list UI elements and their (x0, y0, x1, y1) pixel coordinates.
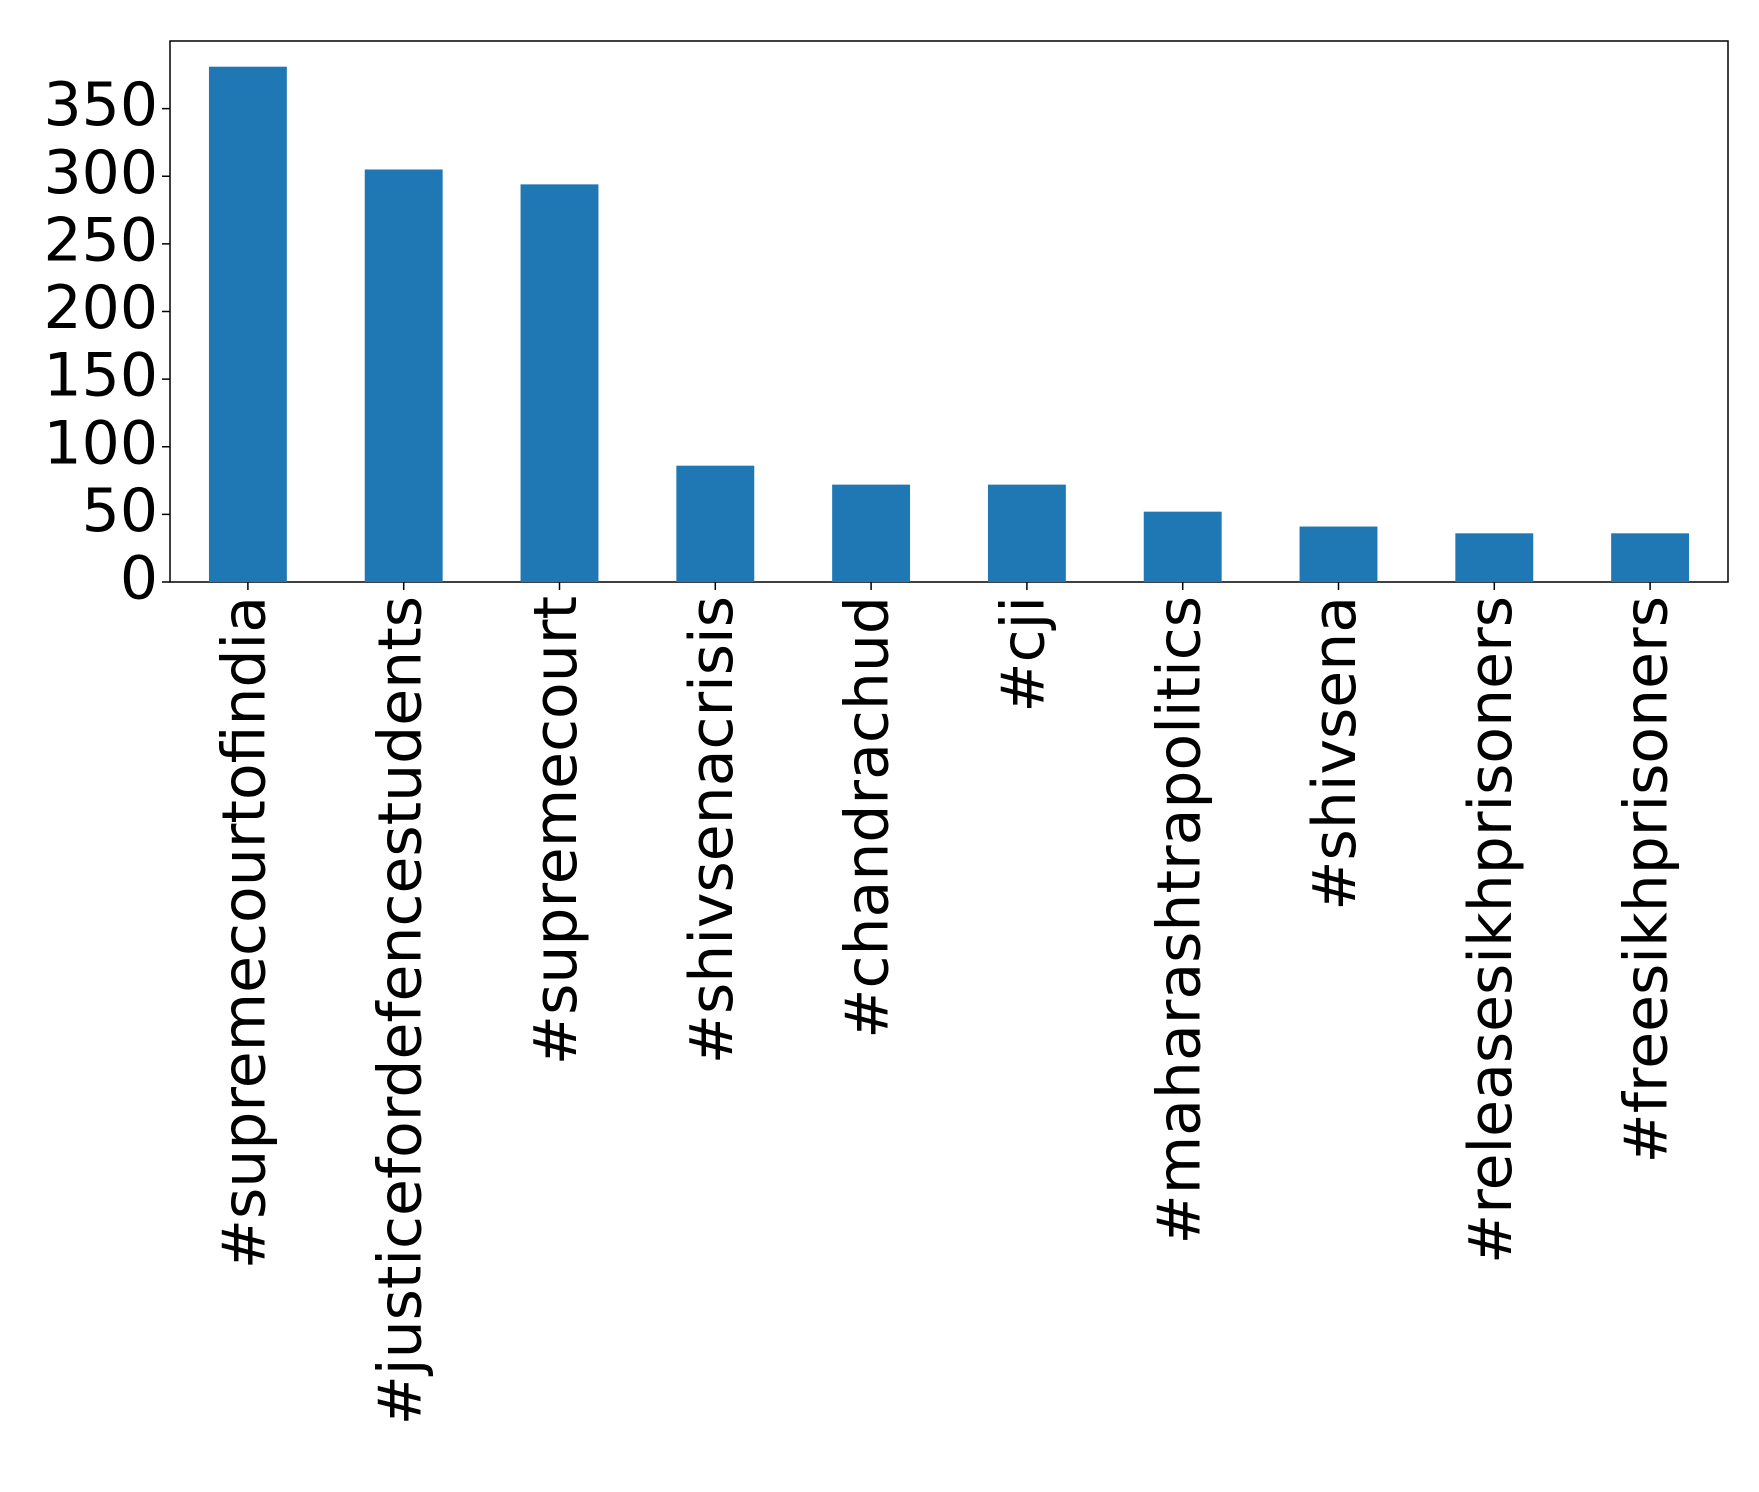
x-tick-label: #chandrachud (833, 596, 903, 1039)
x-tick-label: #maharashtrapolitics (1144, 596, 1214, 1245)
bar (987, 484, 1066, 582)
bar (208, 66, 287, 582)
x-tick-label: #releasesikhprisoners (1456, 596, 1526, 1264)
x-tick-label: #cji (988, 596, 1058, 713)
x-tick-label: #supremecourtofindia (209, 596, 279, 1269)
x-tick-label: #shivsenacrisis (677, 596, 747, 1064)
bar (520, 184, 599, 583)
x-tick-label: #justicefordefencestudents (365, 596, 435, 1425)
y-tick-label: 50 (82, 476, 158, 546)
x-tick-label: #supremecourt (521, 596, 591, 1065)
y-tick-label: 300 (43, 138, 158, 208)
bar (1455, 533, 1534, 582)
bar (364, 169, 443, 583)
y-tick-label: 200 (43, 273, 158, 343)
y-tick-label: 350 (43, 70, 158, 140)
y-tick-label: 250 (43, 205, 158, 275)
bar (832, 484, 911, 582)
x-tick-label: #freesikhprisoners (1612, 596, 1682, 1164)
x-tick-label: #shivsena (1300, 596, 1370, 911)
y-tick-label: 150 (43, 341, 158, 411)
bar (676, 465, 755, 582)
y-tick-label: 100 (43, 408, 158, 478)
bar (1299, 526, 1378, 582)
y-tick-label: 0 (120, 544, 158, 614)
bar (1143, 511, 1222, 582)
bar (1611, 533, 1690, 582)
